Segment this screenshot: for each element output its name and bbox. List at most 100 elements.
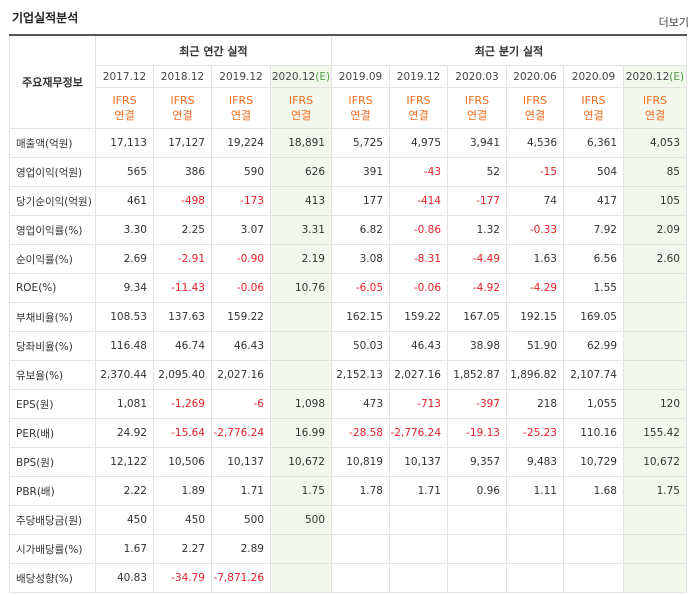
value-cell: 6,361 <box>563 128 624 158</box>
value-cell: 1.11 <box>506 476 564 506</box>
value-cell: 473 <box>331 389 390 419</box>
standard-consolidated: 연결 <box>408 109 429 122</box>
value-cell: 1.32 <box>447 215 507 245</box>
value-cell: -34.79 <box>153 563 212 593</box>
value-cell <box>623 302 687 332</box>
value-cell: 6.56 <box>563 244 624 274</box>
value-cell: 1.75 <box>270 476 332 506</box>
value-cell <box>270 331 332 361</box>
standard-consolidated: 연결 <box>583 109 604 122</box>
accounting-standard: IFRS 연결 <box>331 87 390 129</box>
accounting-standard: IFRS 연결 <box>211 87 271 129</box>
value-cell: 2.22 <box>95 476 154 506</box>
standard-consolidated: 연결 <box>114 109 135 122</box>
value-cell: -0.06 <box>389 273 448 303</box>
standard-consolidated: 연결 <box>466 109 488 122</box>
value-cell <box>270 302 332 332</box>
value-cell: 2,107.74 <box>563 360 624 390</box>
value-cell: 1.68 <box>563 476 624 506</box>
value-cell: -177 <box>447 186 507 216</box>
value-cell: 3,941 <box>447 128 507 158</box>
value-cell: 1,098 <box>270 389 332 419</box>
value-cell: 2,152.13 <box>331 360 390 390</box>
period-header: 2020.12(E) <box>623 65 687 88</box>
value-cell <box>331 534 390 564</box>
period-label: 2019.12 <box>219 70 263 83</box>
value-cell: -43 <box>389 157 448 187</box>
period-header: 2019.12 <box>389 65 448 88</box>
value-cell: 2.69 <box>95 244 154 274</box>
value-cell <box>389 505 448 535</box>
table-row: BPS(원) 12,122 10,506 10,137 10,672 10,819 10,1… <box>9 447 687 477</box>
value-cell: -15.64 <box>153 418 212 448</box>
row-label: PBR(배) <box>9 476 96 506</box>
standard-consolidated: 연결 <box>230 109 252 122</box>
value-cell <box>331 563 390 593</box>
value-cell: 10,729 <box>563 447 624 477</box>
value-cell: -7,871.26 <box>211 563 271 593</box>
period-label: 2020.03 <box>455 70 499 83</box>
value-cell <box>506 534 564 564</box>
value-cell: 1.55 <box>563 273 624 303</box>
row-label: 매출액(억원) <box>9 128 96 158</box>
value-cell: 85 <box>623 157 687 187</box>
accounting-standard: IFRS 연결 <box>389 87 448 129</box>
table-head: 주요재무정보 최근 연간 실적 최근 분기 실적 2017.12 2018.12 2… <box>9 34 687 129</box>
value-cell: 40.83 <box>95 563 154 593</box>
period-label: 2017.12 <box>102 70 147 83</box>
row-label: 당좌비율(%) <box>9 331 96 361</box>
value-cell: 565 <box>95 157 154 187</box>
value-cell: 10,819 <box>331 447 390 477</box>
value-cell: -6.05 <box>331 273 390 303</box>
value-cell: 3.07 <box>211 215 271 245</box>
value-cell: 62.99 <box>563 331 624 361</box>
value-cell: 17,127 <box>153 128 212 158</box>
value-cell: 2.09 <box>623 215 687 245</box>
value-cell: -15 <box>506 157 564 187</box>
standard-ifrs: IFRS <box>522 94 548 107</box>
table-row: PBR(배) 2.22 1.89 1.71 1.75 1.78 1.71 0.96 1.11 1.… <box>9 476 687 506</box>
table-row: 영업이익(억원) 565 386 590 626 391 -43 52 -15 504 85 <box>9 157 687 187</box>
value-cell: 2.27 <box>153 534 212 564</box>
value-cell <box>623 534 687 564</box>
value-cell <box>331 505 390 535</box>
value-cell: 52 <box>447 157 507 187</box>
standard-ifrs: IFRS <box>112 94 137 107</box>
value-cell: 590 <box>211 157 271 187</box>
value-cell: -8.31 <box>389 244 448 274</box>
value-cell: -6 <box>211 389 271 419</box>
value-cell: 1.63 <box>506 244 564 274</box>
standard-ifrs: IFRS <box>581 94 606 107</box>
value-cell: 16.99 <box>270 418 332 448</box>
table-row: 유보율(%) 2,370.44 2,095.40 2,027.16 2,152.13 2,… <box>9 360 687 390</box>
value-cell: 9.34 <box>95 273 154 303</box>
value-cell <box>447 563 507 593</box>
value-cell: 4,975 <box>389 128 448 158</box>
value-cell: 450 <box>95 505 154 535</box>
value-cell <box>270 534 332 564</box>
value-cell: 1.89 <box>153 476 212 506</box>
value-cell: 2,027.16 <box>211 360 271 390</box>
value-cell <box>623 360 687 390</box>
accounting-standard: IFRS 연결 <box>447 87 507 129</box>
period-label: 2019.09 <box>338 70 383 83</box>
value-cell: 74 <box>506 186 564 216</box>
value-cell: 116.48 <box>95 331 154 361</box>
table-row: EPS(원) 1,081 -1,269 -6 1,098 473 -713 -397 218 1,… <box>9 389 687 419</box>
value-cell: 46.43 <box>211 331 271 361</box>
standard-ifrs: IFRS <box>348 94 373 107</box>
value-cell: 10.76 <box>270 273 332 303</box>
value-cell: 1.71 <box>389 476 448 506</box>
accounting-standard: IFRS 연결 <box>506 87 564 129</box>
value-cell: -173 <box>211 186 271 216</box>
table-row: ROE(%) 9.34 -11.43 -0.06 10.76 -6.05 -0.06 -4.9… <box>9 273 687 303</box>
more-link[interactable]: 더보기 <box>658 16 689 29</box>
standard-consolidated: 연결 <box>290 109 312 122</box>
value-cell: 2,370.44 <box>95 360 154 390</box>
value-cell <box>447 505 507 535</box>
value-cell: 162.15 <box>331 302 390 332</box>
value-cell: -498 <box>153 186 212 216</box>
value-cell: -28.58 <box>331 418 390 448</box>
value-cell <box>389 534 448 564</box>
value-cell: 46.74 <box>153 331 212 361</box>
